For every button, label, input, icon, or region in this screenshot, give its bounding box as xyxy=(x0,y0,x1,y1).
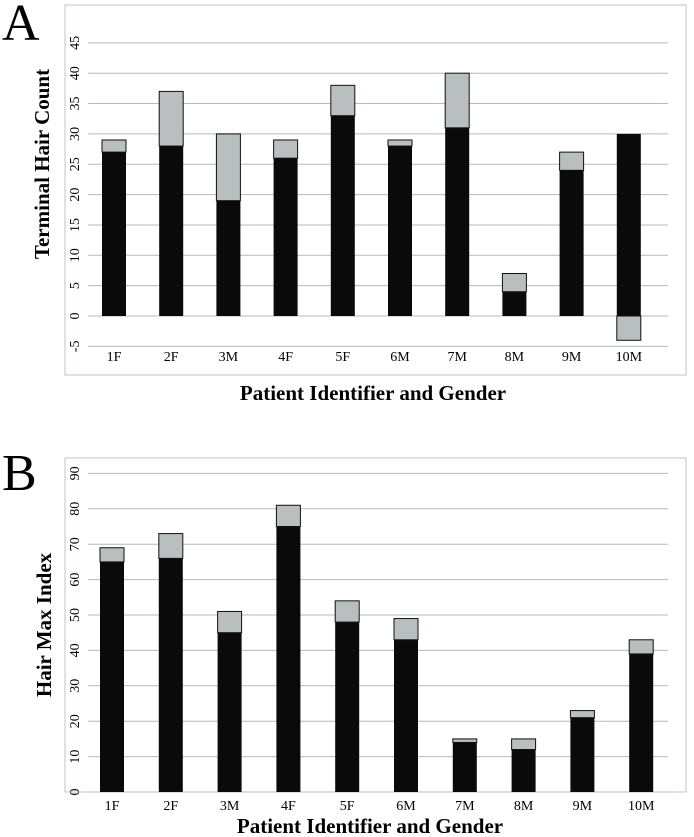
bar-segment-change xyxy=(501,273,527,293)
y-tick-label: 0 xyxy=(68,313,83,320)
x-tick-label: 3M xyxy=(219,350,239,365)
bar-segment-base xyxy=(335,622,360,792)
x-tick-label: 2F xyxy=(163,799,178,814)
panel-letter-a: A xyxy=(2,0,40,52)
x-tick-label: 8M xyxy=(514,799,534,814)
y-tick-label: 10 xyxy=(68,248,83,262)
x-tick-label: 10M xyxy=(616,350,643,365)
bar-segment-change xyxy=(215,133,241,202)
y-tick-label: 0 xyxy=(68,789,83,796)
y-tick-label: 30 xyxy=(68,127,83,141)
y-tick-label: 70 xyxy=(68,537,83,551)
x-tick-label: 7M xyxy=(455,799,475,814)
bar-segment-change xyxy=(275,504,301,528)
bar-segment-change xyxy=(217,610,243,634)
y-tick-label: 90 xyxy=(68,466,83,480)
bar-segment-change xyxy=(628,639,654,655)
y-tick-label: 35 xyxy=(68,97,83,111)
bar-segment-base xyxy=(570,717,595,792)
bar-segment-change xyxy=(569,710,595,719)
bar-segment-base xyxy=(273,158,298,316)
x-axis-title: Patient Identifier and Gender xyxy=(237,814,503,837)
bar-segment-change xyxy=(393,618,419,641)
bar-segment-change xyxy=(387,139,413,147)
x-tick-label: 3M xyxy=(220,799,240,814)
bar-segment-change xyxy=(559,151,585,171)
x-tick-label: 6M xyxy=(396,799,416,814)
x-tick-label: 2F xyxy=(164,350,179,365)
bar-segment-base xyxy=(276,526,301,792)
y-tick-label: 30 xyxy=(68,679,83,693)
y-axis-title: Terminal Hair Count xyxy=(30,69,54,259)
bar-segment-base xyxy=(629,653,654,792)
x-tick-label: 10M xyxy=(628,799,655,814)
x-tick-label: 5F xyxy=(340,799,355,814)
y-tick-label: 80 xyxy=(68,502,83,516)
y-tick-label: -5 xyxy=(68,341,83,353)
bar-segment-change xyxy=(101,139,127,153)
y-tick-label: 40 xyxy=(68,66,83,80)
chart-b: 0 10 20 30 40 50 60 70 80 90 1F 2F 3M 4F 5F 6M 7M 8M 9M 10M… xyxy=(32,457,687,837)
bar-segment-change xyxy=(158,533,184,559)
x-tick-label: 7M xyxy=(447,350,467,365)
y-axis-title: Hair Max Index xyxy=(32,552,56,697)
bar-segment-base xyxy=(216,200,241,316)
bar-segment-base xyxy=(330,115,355,316)
x-axis-title: Patient Identifier and Gender xyxy=(240,381,506,405)
y-tick-label: 40 xyxy=(68,643,83,657)
y-tick-label: 50 xyxy=(68,608,83,622)
bar-segment-change xyxy=(444,72,470,129)
y-tick-label: 20 xyxy=(68,188,83,202)
bar-segment-change xyxy=(452,738,478,743)
bar-segment-change xyxy=(273,139,299,159)
bar-segment-change xyxy=(330,84,356,117)
bar-segment-base xyxy=(445,127,470,316)
panel-letter-b: B xyxy=(2,445,37,502)
bar-segment-base xyxy=(394,639,418,792)
x-tick-label: 5F xyxy=(335,350,350,365)
bar-segment-base xyxy=(452,742,477,792)
bar-segment-change xyxy=(511,738,537,751)
x-tick-label: 1F xyxy=(105,799,120,814)
x-tick-label: 4F xyxy=(278,350,293,365)
y-tick-label: 60 xyxy=(68,573,83,587)
bar-segment-base xyxy=(511,749,536,792)
bar-segment-base xyxy=(388,146,412,316)
x-tick-label: 8M xyxy=(505,350,525,365)
x-tick-label: 6M xyxy=(390,350,410,365)
x-tick-label: 9M xyxy=(562,350,582,365)
x-tick-label: 1F xyxy=(107,350,122,365)
bar-segment-base xyxy=(158,558,183,792)
bar-segment-base xyxy=(616,133,641,316)
bar-segment-base xyxy=(502,291,527,316)
y-tick-label: 5 xyxy=(68,282,83,289)
bar-segment-base xyxy=(102,152,126,316)
y-tick-label: 15 xyxy=(68,218,83,232)
plot-frame xyxy=(64,4,687,376)
y-tick-label: 20 xyxy=(68,714,83,728)
bar-segment-base xyxy=(159,146,184,316)
bar-segment-change xyxy=(99,547,125,563)
y-tick-label: 10 xyxy=(68,750,83,764)
bar-segment-base xyxy=(559,170,584,316)
bar-segment-change xyxy=(616,315,642,341)
bar-segment-change xyxy=(334,600,360,623)
x-tick-label: 9M xyxy=(573,799,593,814)
chart-a: -5 0 5 10 15 20 25 30 35 40 45 1F 2F 3M 4F 5F 6M 7M 8M 9M 10… xyxy=(30,4,687,405)
x-tick-label: 4F xyxy=(281,799,296,814)
bar-segment-base xyxy=(100,561,124,792)
y-tick-label: 25 xyxy=(68,157,83,171)
y-tick-label: 45 xyxy=(68,36,83,50)
bar-segment-change xyxy=(158,90,184,147)
bar-segment-base xyxy=(217,632,242,792)
